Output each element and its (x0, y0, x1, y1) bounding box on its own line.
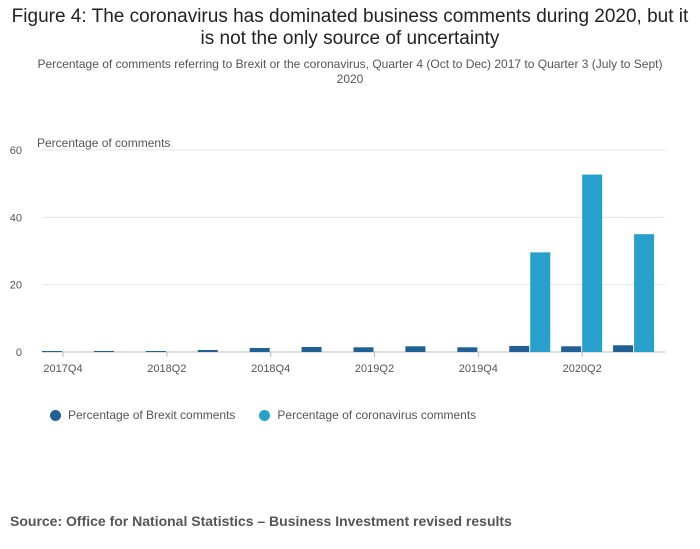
x-tick-label: 2019Q2 (355, 363, 394, 375)
bar-brexit (509, 345, 530, 352)
x-tick-label: 2018Q4 (251, 363, 290, 375)
bar-brexit (561, 346, 582, 352)
legend-item-brexit: Percentage of Brexit comments (50, 408, 235, 422)
bar-chart: 0 20 40 60 2017Q4 2018Q2 2018Q4 2019Q2 2019Q4 202… (10, 145, 665, 375)
y-tick-label: 40 (10, 212, 22, 224)
bar-coronavirus (634, 234, 655, 352)
legend-label-coronavirus: Percentage of coronavirus comments (277, 408, 477, 422)
bar-brexit (613, 345, 634, 352)
bar-brexit (93, 350, 114, 352)
x-tick-label: 2018Q2 (147, 363, 186, 375)
x-tick-label: 2017Q4 (43, 363, 82, 375)
legend-swatch-coronavirus (259, 409, 271, 421)
chart-legend: Percentage of Brexit comments Percentage… (50, 408, 476, 422)
legend-swatch-brexit (50, 409, 61, 421)
chart-subtitle: Percentage of comments referring to Brex… (37, 57, 663, 86)
source-note: Source: Office for National Statistics –… (10, 513, 512, 529)
legend-label-brexit: Percentage of Brexit comments (68, 408, 236, 422)
x-tick-label: 2019Q4 (459, 363, 498, 375)
bar-brexit (249, 347, 270, 352)
y-tick-label: 0 (16, 347, 22, 359)
bar-brexit (457, 347, 478, 352)
y-axis-label: Percentage of comments (37, 136, 171, 150)
bar-brexit (405, 346, 426, 352)
y-tick-label: 20 (10, 280, 22, 292)
legend-item-coronavirus: Percentage of coronavirus comments (259, 408, 476, 422)
bar-brexit (301, 346, 322, 352)
bar-coronavirus (530, 252, 551, 352)
bar-brexit (42, 350, 62, 352)
bar-brexit (197, 349, 218, 352)
bar-brexit (145, 350, 166, 352)
x-tick-label: 2020Q2 (563, 363, 602, 375)
bar-brexit (353, 347, 374, 352)
chart-title: Figure 4: The coronavirus has dominated … (11, 6, 689, 49)
y-tick-label: 60 (10, 145, 22, 157)
bar-coronavirus (582, 174, 603, 352)
